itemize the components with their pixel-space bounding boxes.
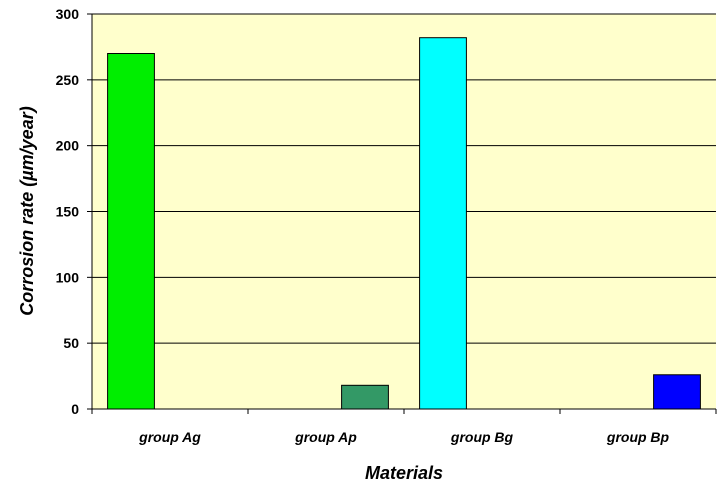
y-tick-label: 250 [56,72,80,88]
y-tick-label: 150 [56,204,80,220]
y-tick-label: 100 [56,269,80,285]
bar-group-ag [107,53,155,410]
x-tick-label: group Bp [606,429,670,445]
x-axis-title: Materials [365,463,443,483]
bars [107,37,701,410]
y-tick-label: 0 [71,401,79,417]
y-ticks: 0 50 100 150 200 250 300 [56,6,92,417]
x-tick-label: group Bg [450,429,514,445]
bar-group-bp [653,374,701,410]
x-tick-label: group Ag [138,429,201,445]
bar-group-ap [341,384,389,410]
x-ticks: group Ag group Ap group Bg group Bp [91,409,717,445]
y-tick-label: 300 [56,6,80,22]
y-tick-label: 200 [56,138,80,154]
bar-group-bg [419,37,467,410]
y-tick-label: 50 [63,335,79,351]
y-axis-title: Corrosion rate (µm/year) [17,106,37,315]
gridlines [92,13,716,344]
x-tick-label: group Ap [294,429,357,445]
